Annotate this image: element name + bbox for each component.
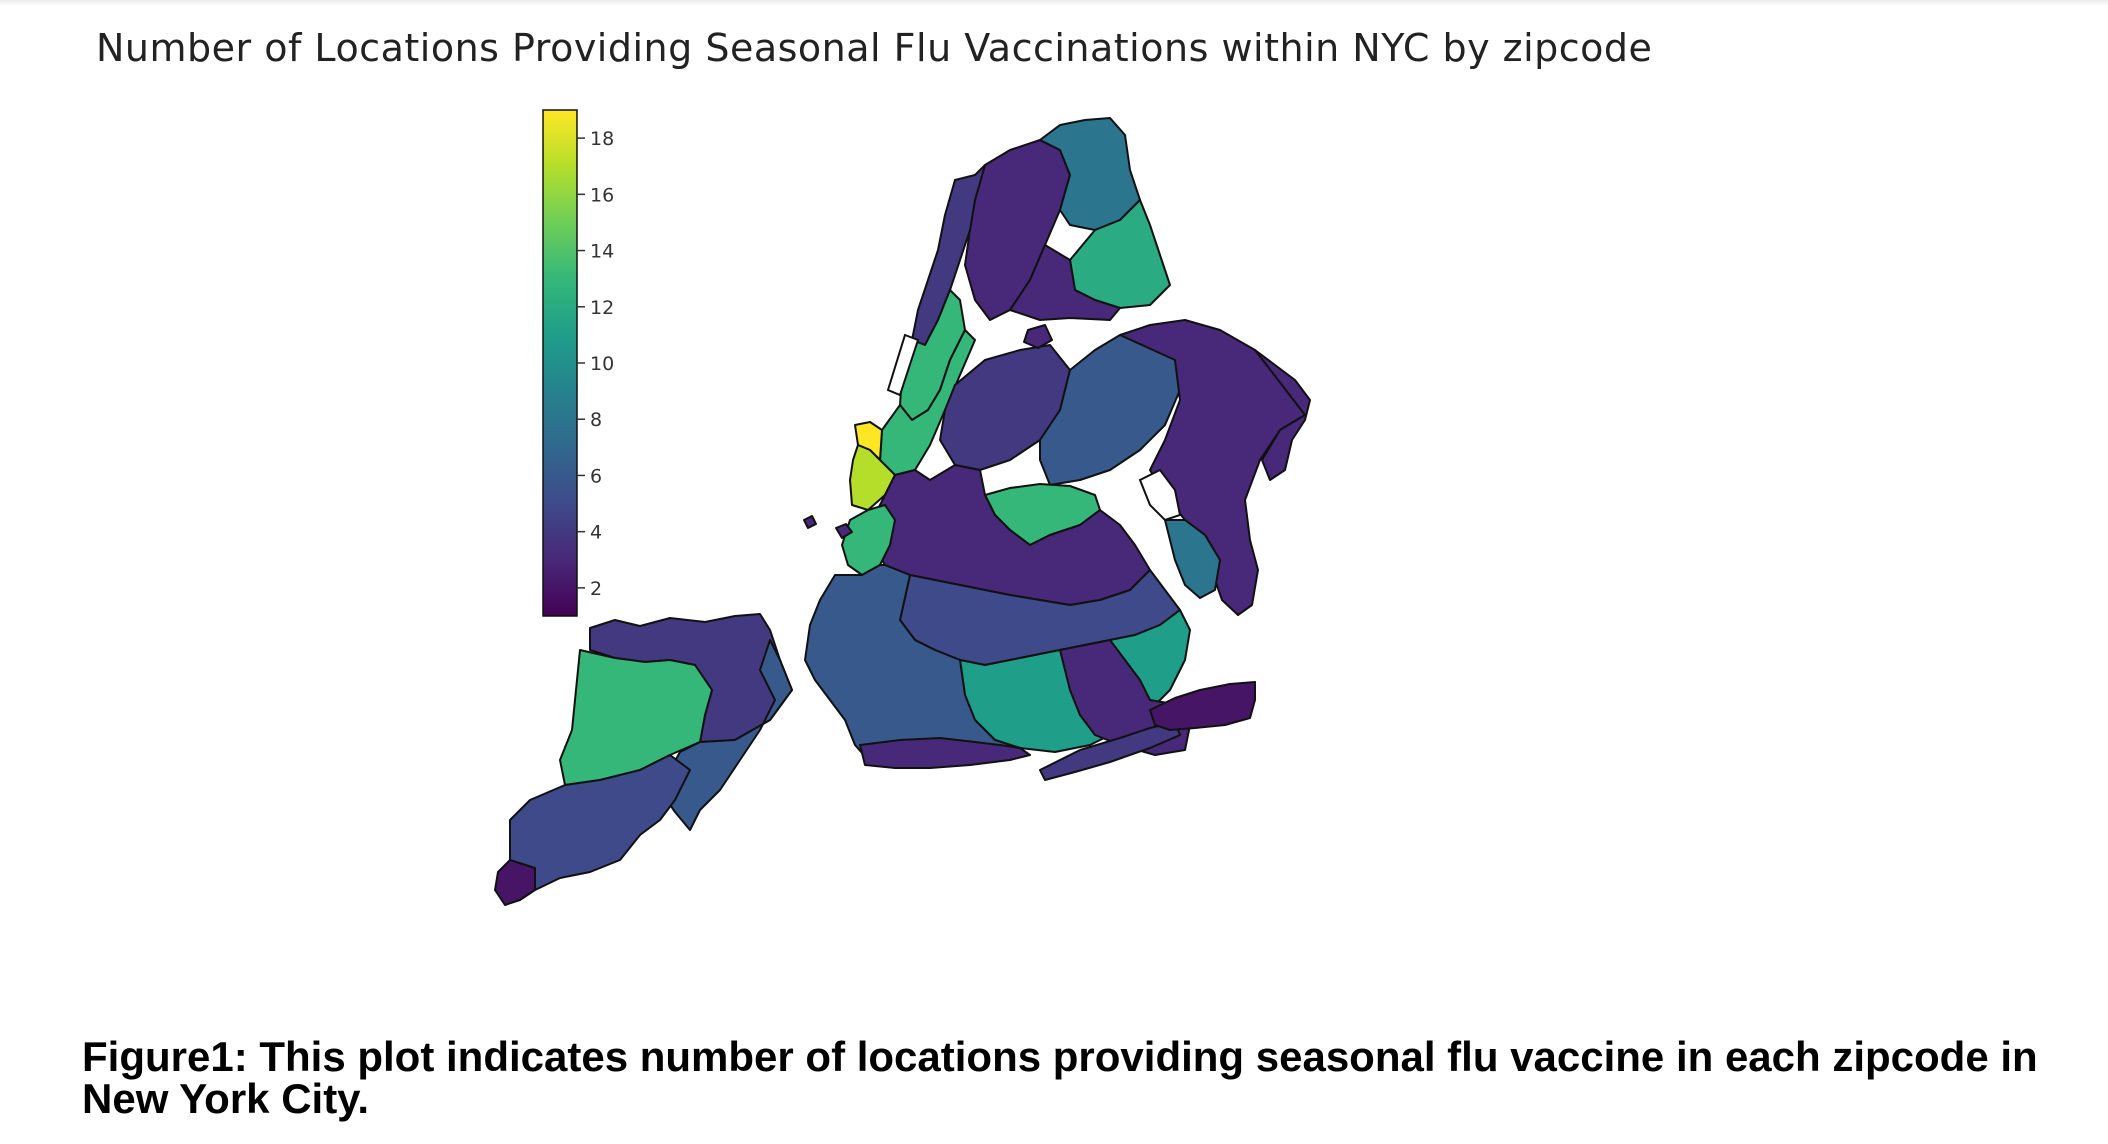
map-title: Number of Locations Providing Seasonal F… <box>96 26 1653 70</box>
colorbar-tick-label: 6 <box>590 465 602 487</box>
region-rockaway-east <box>1149 681 1256 731</box>
colorbar-gradient <box>542 109 578 617</box>
colorbar-tick-label: 8 <box>590 409 602 431</box>
colorbar-tick-label: 18 <box>590 128 614 150</box>
flushing-meadows-cutout <box>1138 468 1182 522</box>
colorbar-tick-label: 12 <box>590 297 614 319</box>
region-islet-rikers <box>1023 324 1053 349</box>
region-queens-jamaica <box>1164 519 1221 599</box>
region-brooklyn-west <box>841 504 896 576</box>
colorbar-ticks: 2 4 6 8 10 12 14 16 18 <box>577 128 614 600</box>
colorbar-tick-label: 4 <box>590 522 602 544</box>
colorbar: 2 4 6 8 10 12 14 16 18 <box>542 109 614 617</box>
colorbar-tick-label: 14 <box>590 241 614 263</box>
region-rockaway-peninsula <box>1039 721 1181 781</box>
figure-caption: Figure1: This plot indicates number of l… <box>82 1033 2038 1122</box>
choropleth-map <box>494 117 1311 906</box>
colorbar-tick-label: 10 <box>590 353 614 375</box>
central-park-cutout <box>886 333 920 397</box>
region-islet-liberty <box>803 515 817 529</box>
region-bronx-southeast <box>1009 244 1121 321</box>
region-staten-island-southern-tip <box>494 859 536 906</box>
region-brooklyn-coney-island <box>859 737 1031 769</box>
region-manhattan-lower <box>849 444 896 511</box>
region-queens-far-east <box>1254 349 1311 481</box>
colorbar-tick-label: 2 <box>590 578 602 600</box>
colorbar-tick-label: 16 <box>590 184 614 206</box>
region-islet-governors <box>835 523 853 539</box>
region-staten-island-south-shore <box>509 754 691 891</box>
top-border <box>0 0 2108 6</box>
